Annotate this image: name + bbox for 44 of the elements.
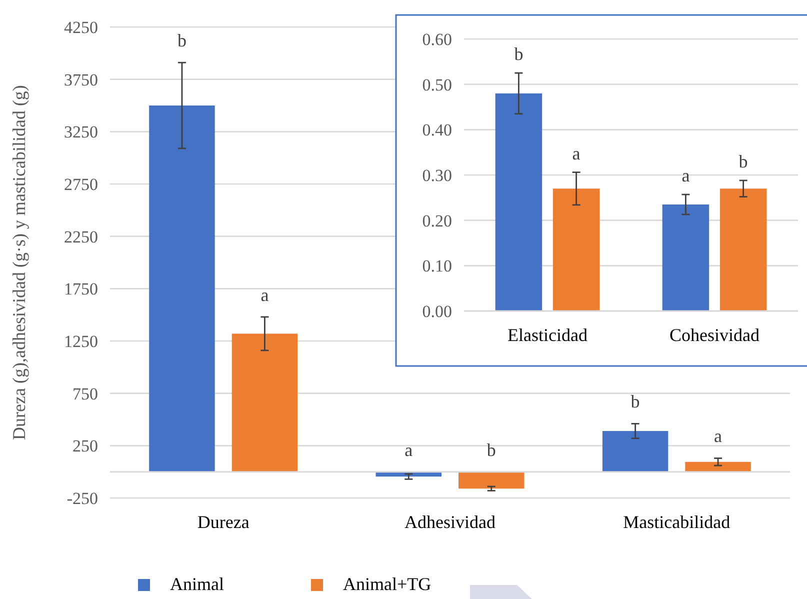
x-tick-label: Dureza	[197, 512, 250, 532]
data-label: b	[177, 30, 186, 51]
data-label: b	[630, 392, 640, 412]
y-tick-label: 0.10	[422, 256, 452, 276]
legend-label: Animal+TG	[343, 574, 432, 594]
y-tick-label: -250	[66, 488, 98, 508]
y-tick-label: 0.40	[422, 120, 452, 140]
y-tick-label: 0.20	[422, 211, 452, 230]
bar	[662, 204, 710, 311]
bar	[602, 431, 668, 472]
bar	[495, 93, 542, 311]
data-label: b	[514, 44, 524, 64]
bar	[458, 472, 524, 489]
data-label: b	[486, 440, 496, 460]
x-tick-label: Elasticidad	[508, 325, 588, 345]
y-tick-label: 0.50	[422, 75, 452, 94]
bar	[232, 334, 298, 472]
y-tick-label: 0.60	[422, 30, 452, 49]
data-label: a	[572, 143, 580, 164]
data-label: a	[404, 440, 413, 460]
y-tick-label: 3250	[64, 122, 98, 142]
y-tick-label: 1750	[64, 280, 98, 299]
y-axis-title: Dureza (g),adhesividad (g·s) y masticabilidad (g)	[9, 85, 29, 440]
data-label: a	[260, 284, 269, 305]
bar	[552, 188, 600, 311]
x-tick-label: Adhesividad	[404, 512, 496, 532]
bar	[720, 188, 767, 311]
data-label: a	[682, 165, 690, 186]
y-tick-label: 4250	[64, 18, 98, 37]
x-tick-label: Masticabilidad	[623, 512, 730, 532]
y-tick-label: 3750	[64, 70, 98, 90]
y-tick-label: 2750	[64, 174, 98, 194]
bar	[685, 462, 751, 472]
y-tick-label: 750	[72, 384, 98, 404]
legend-label: Animal	[170, 574, 224, 594]
x-tick-label: Cohesividad	[670, 325, 760, 345]
data-label: a	[714, 426, 722, 446]
bar	[149, 106, 215, 472]
data-label: b	[738, 151, 748, 172]
y-tick-label: 2250	[64, 227, 98, 246]
y-tick-label: 0.00	[422, 302, 452, 321]
y-tick-label: 0.30	[422, 166, 452, 185]
y-tick-label: 250	[72, 436, 98, 456]
y-tick-label: 1250	[64, 332, 98, 351]
